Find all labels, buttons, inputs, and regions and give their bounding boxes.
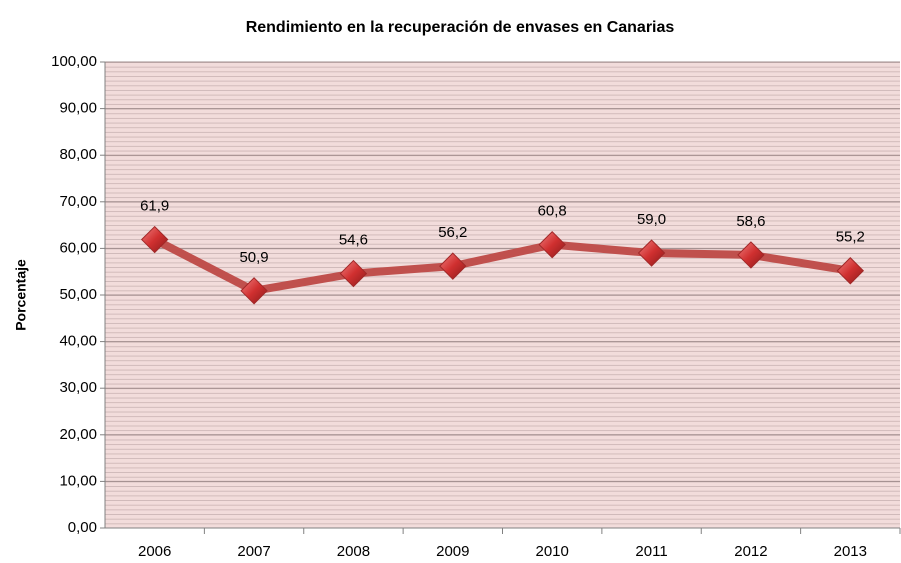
chart-title: Rendimiento en la recuperación de envase… xyxy=(246,19,675,36)
x-tick-label: 2006 xyxy=(138,543,171,560)
x-tick-label: 2007 xyxy=(237,543,270,560)
y-tick-label: 80,00 xyxy=(59,146,97,163)
marker xyxy=(439,252,467,280)
y-tick-label: 20,00 xyxy=(59,426,97,443)
marker xyxy=(538,230,566,259)
y-tick-label: 40,00 xyxy=(59,333,97,350)
y-tick-label: 70,00 xyxy=(59,193,97,210)
x-tick-label: 2012 xyxy=(734,543,767,560)
y-tick-label: 0,00 xyxy=(68,519,97,536)
data-label: 50,9 xyxy=(239,249,268,266)
data-label: 55,2 xyxy=(836,229,865,246)
x-tick-label: 2008 xyxy=(337,543,370,560)
series-line xyxy=(150,235,855,295)
data-label: 59,0 xyxy=(637,211,666,228)
marker xyxy=(240,277,268,305)
y-tick-label: 10,00 xyxy=(59,472,97,489)
data-label: 60,8 xyxy=(538,203,567,220)
y-tick-label: 30,00 xyxy=(59,379,97,396)
y-tick-label: 60,00 xyxy=(59,239,97,256)
x-tick-label: 2013 xyxy=(834,543,867,560)
marker xyxy=(339,259,368,288)
marker xyxy=(140,225,169,254)
marker xyxy=(637,239,666,267)
y-tick-label: 90,00 xyxy=(59,100,97,117)
y-tick-label: 50,00 xyxy=(59,286,97,303)
y-tick-label: 100,00 xyxy=(51,53,97,70)
marker xyxy=(836,257,865,285)
data-label: 58,6 xyxy=(736,213,765,230)
x-tick-label: 2010 xyxy=(536,543,569,560)
marker xyxy=(737,241,765,269)
data-label: 56,2 xyxy=(438,224,467,241)
x-tick-label: 2011 xyxy=(635,543,667,560)
x-tick-label: 2009 xyxy=(436,543,469,560)
data-label: 54,6 xyxy=(339,232,368,249)
y-axis-title: Porcentaje xyxy=(13,259,29,331)
data-label: 61,9 xyxy=(140,198,169,215)
